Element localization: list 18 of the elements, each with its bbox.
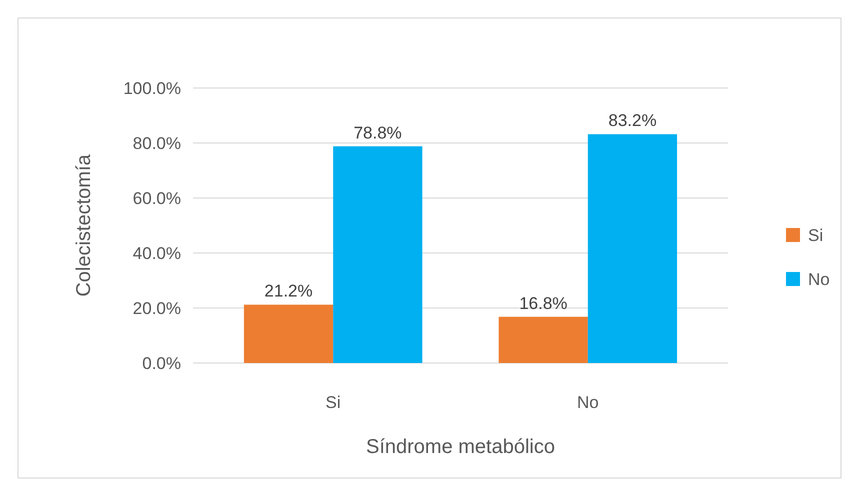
data-label: 21.2% <box>264 282 313 301</box>
x-axis-title: Síndrome metabólico <box>366 436 555 458</box>
data-label: 16.8% <box>519 294 568 313</box>
legend-label: Si <box>808 226 824 245</box>
bar <box>244 304 334 363</box>
y-axis-title: Colecistectomía <box>73 153 95 297</box>
legend-label: No <box>808 270 830 289</box>
y-tick-label: 20.0% <box>132 298 181 318</box>
y-tick-label: 100.0% <box>123 78 181 98</box>
y-tick-label: 60.0% <box>132 188 181 208</box>
bar <box>498 316 588 363</box>
y-tick-label: 80.0% <box>132 134 181 153</box>
y-tick-label: 0.0% <box>142 354 181 373</box>
bar <box>333 146 422 363</box>
data-label: 83.2% <box>608 111 657 130</box>
y-tick-label: 40.0% <box>132 244 181 263</box>
bar <box>588 134 678 363</box>
data-label: 78.8% <box>354 123 402 142</box>
